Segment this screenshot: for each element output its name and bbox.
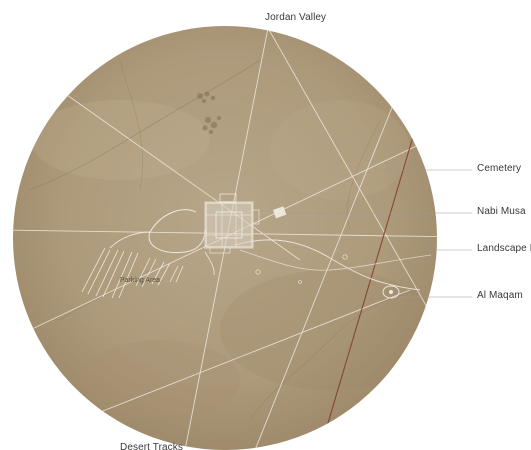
cemetery-label: Cemetery xyxy=(477,163,522,174)
al-maqam-marker xyxy=(382,285,400,299)
parking-rows xyxy=(81,247,184,299)
nabi-musa-compound xyxy=(204,193,260,254)
parking-area-label: Parking Area xyxy=(120,277,160,284)
jordan-valley-label: Jordan Valley xyxy=(265,12,327,23)
desert-track-red xyxy=(319,129,416,450)
hill-cluster xyxy=(197,91,221,134)
landscape-path xyxy=(234,239,421,291)
cemetery-plot xyxy=(272,206,287,219)
landscape-path-label: Landscape P xyxy=(477,243,531,254)
callout-lines xyxy=(290,169,472,298)
al-maqam-label: Al Maqam xyxy=(477,290,523,301)
access-road xyxy=(148,209,206,254)
terrain-features: Parking Area xyxy=(13,27,437,450)
desert-tracks-label: Desert Tracks xyxy=(120,442,183,450)
nabi-musa-label: Nabi Musa xyxy=(477,206,526,217)
